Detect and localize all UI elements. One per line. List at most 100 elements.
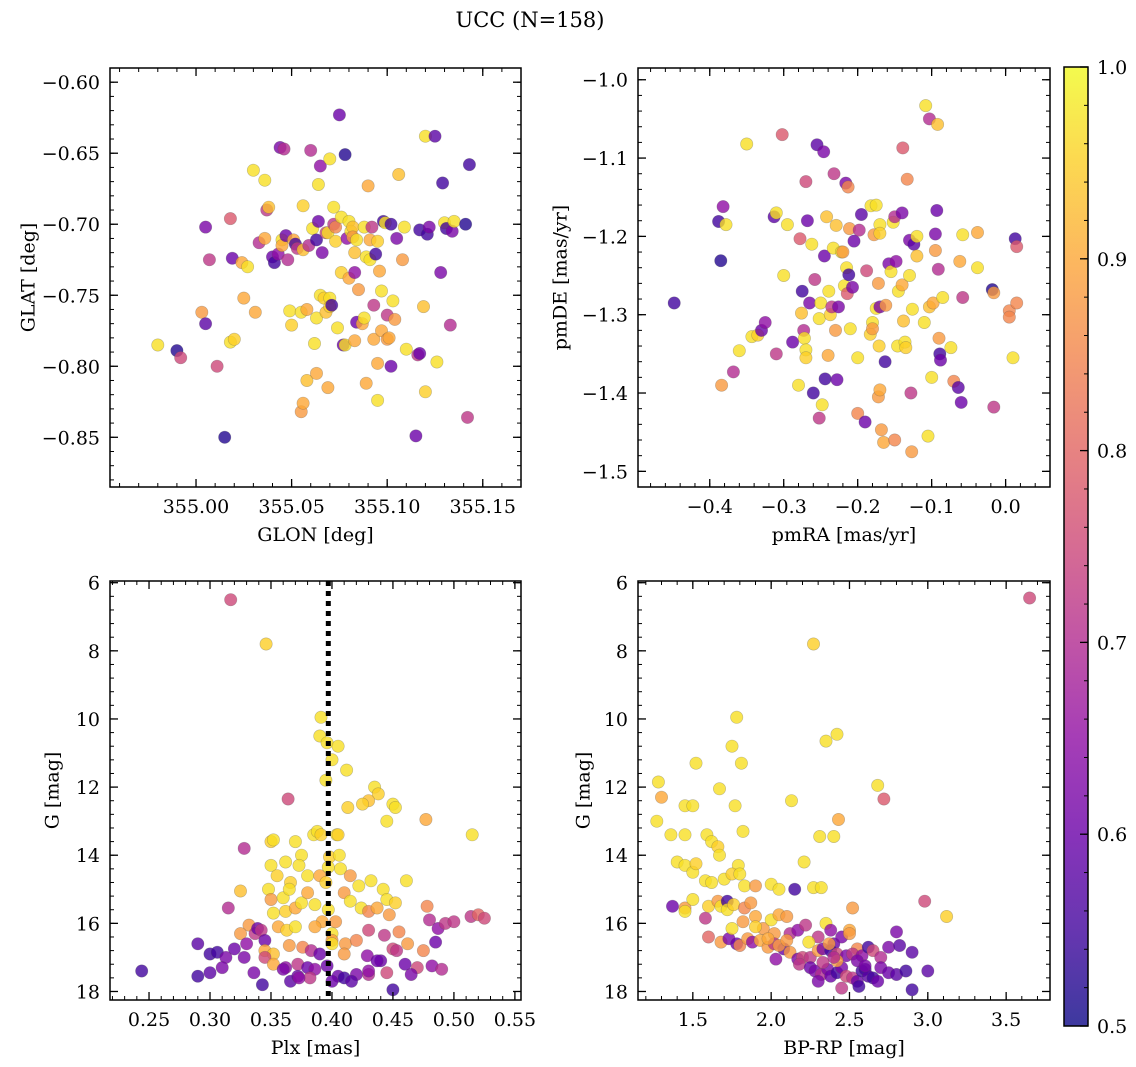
data-point bbox=[288, 835, 302, 849]
data-point bbox=[895, 206, 909, 220]
panel-color-magnitude: 1.5 2.0 2.5 3.0 3.5 6 8 10 12 14 16 18 BP-RP [mag] G … bbox=[573, 573, 1051, 1059]
data-point bbox=[323, 152, 337, 166]
y-tick-label: −1.2 bbox=[582, 226, 628, 248]
data-point bbox=[419, 812, 433, 826]
data-point bbox=[349, 933, 363, 947]
data-point bbox=[388, 800, 402, 814]
data-point bbox=[332, 848, 346, 862]
data-point bbox=[264, 892, 278, 906]
data-point bbox=[315, 246, 329, 260]
data-point bbox=[847, 234, 861, 248]
data-point bbox=[858, 415, 872, 429]
data-point bbox=[277, 142, 291, 156]
data-point bbox=[802, 935, 816, 949]
data-point bbox=[174, 351, 188, 365]
data-point bbox=[794, 306, 808, 320]
x-tick-label: 355.05 bbox=[258, 496, 324, 518]
data-point bbox=[447, 915, 461, 929]
data-point bbox=[905, 302, 919, 316]
data-point bbox=[805, 237, 819, 251]
data-point bbox=[940, 909, 954, 923]
data-point bbox=[820, 210, 834, 224]
y-tick-label: 8 bbox=[616, 641, 628, 663]
data-point bbox=[835, 981, 849, 995]
data-point bbox=[430, 355, 444, 369]
data-point bbox=[281, 792, 295, 806]
data-point bbox=[791, 378, 805, 392]
data-point bbox=[314, 828, 328, 842]
y-tick-label: 18 bbox=[604, 981, 628, 1003]
data-point bbox=[294, 896, 308, 910]
data-point bbox=[869, 198, 883, 212]
data-point bbox=[797, 331, 811, 345]
data-point bbox=[380, 966, 394, 980]
data-point bbox=[918, 894, 932, 908]
data-point bbox=[698, 911, 712, 925]
y-tick-label: 12 bbox=[604, 777, 628, 799]
data-point bbox=[793, 232, 807, 246]
data-point bbox=[851, 406, 865, 420]
data-point bbox=[895, 278, 909, 292]
data-point bbox=[740, 137, 754, 151]
data-point bbox=[827, 950, 841, 964]
data-point bbox=[422, 220, 436, 234]
data-point bbox=[371, 356, 385, 370]
data-point bbox=[780, 933, 794, 947]
point-group bbox=[650, 591, 1037, 997]
x-tick-label: 2.5 bbox=[834, 1009, 864, 1031]
data-point bbox=[392, 925, 406, 939]
data-point bbox=[311, 178, 325, 192]
data-point bbox=[279, 855, 293, 869]
x-tick-label: −0.4 bbox=[687, 496, 733, 518]
data-point bbox=[874, 423, 888, 437]
y-tick-label: −0.70 bbox=[42, 214, 100, 236]
data-point bbox=[191, 937, 205, 951]
data-point bbox=[818, 372, 832, 386]
data-point bbox=[343, 894, 357, 908]
x-axis-label: BP-RP [mag] bbox=[783, 1037, 905, 1059]
data-point bbox=[371, 234, 385, 248]
data-point bbox=[893, 938, 907, 952]
data-point bbox=[889, 925, 903, 939]
data-point bbox=[135, 964, 149, 978]
data-point bbox=[925, 370, 939, 384]
data-point bbox=[329, 915, 343, 929]
data-point bbox=[678, 904, 692, 918]
data-point bbox=[276, 962, 290, 976]
data-point bbox=[384, 217, 398, 231]
data-point bbox=[270, 869, 284, 883]
data-point bbox=[728, 799, 742, 813]
data-point bbox=[884, 265, 898, 279]
y-tick-label: 8 bbox=[88, 641, 100, 663]
data-point bbox=[734, 756, 748, 770]
data-point bbox=[822, 937, 836, 951]
data-point bbox=[799, 175, 813, 189]
y-axis-label: G [mag] bbox=[42, 752, 64, 830]
data-point bbox=[266, 957, 280, 971]
data-point bbox=[714, 254, 728, 268]
y-tick-label: −1.4 bbox=[582, 383, 628, 405]
data-point bbox=[899, 341, 913, 355]
data-point bbox=[360, 949, 374, 963]
data-point bbox=[956, 290, 970, 304]
data-point bbox=[258, 950, 272, 964]
data-point bbox=[459, 217, 473, 231]
data-point bbox=[896, 141, 910, 155]
data-point bbox=[390, 231, 404, 245]
data-point bbox=[218, 430, 232, 444]
data-point bbox=[800, 214, 814, 228]
x-tick-label: 355.15 bbox=[450, 496, 516, 518]
data-point bbox=[888, 433, 902, 447]
data-point bbox=[248, 305, 262, 319]
data-point bbox=[388, 312, 402, 326]
data-point bbox=[831, 812, 845, 826]
data-point bbox=[933, 353, 947, 367]
data-point bbox=[931, 117, 945, 131]
y-tick-label: 6 bbox=[88, 573, 100, 595]
panel-parallax-magnitude: 0.25 0.30 0.35 0.40 0.45 0.50 0.55 6 8 10 12 14 16 18… bbox=[42, 573, 536, 1059]
data-point bbox=[399, 342, 413, 356]
data-point bbox=[365, 220, 379, 234]
data-point bbox=[780, 909, 794, 923]
data-point bbox=[919, 99, 933, 113]
data-point bbox=[369, 247, 383, 261]
